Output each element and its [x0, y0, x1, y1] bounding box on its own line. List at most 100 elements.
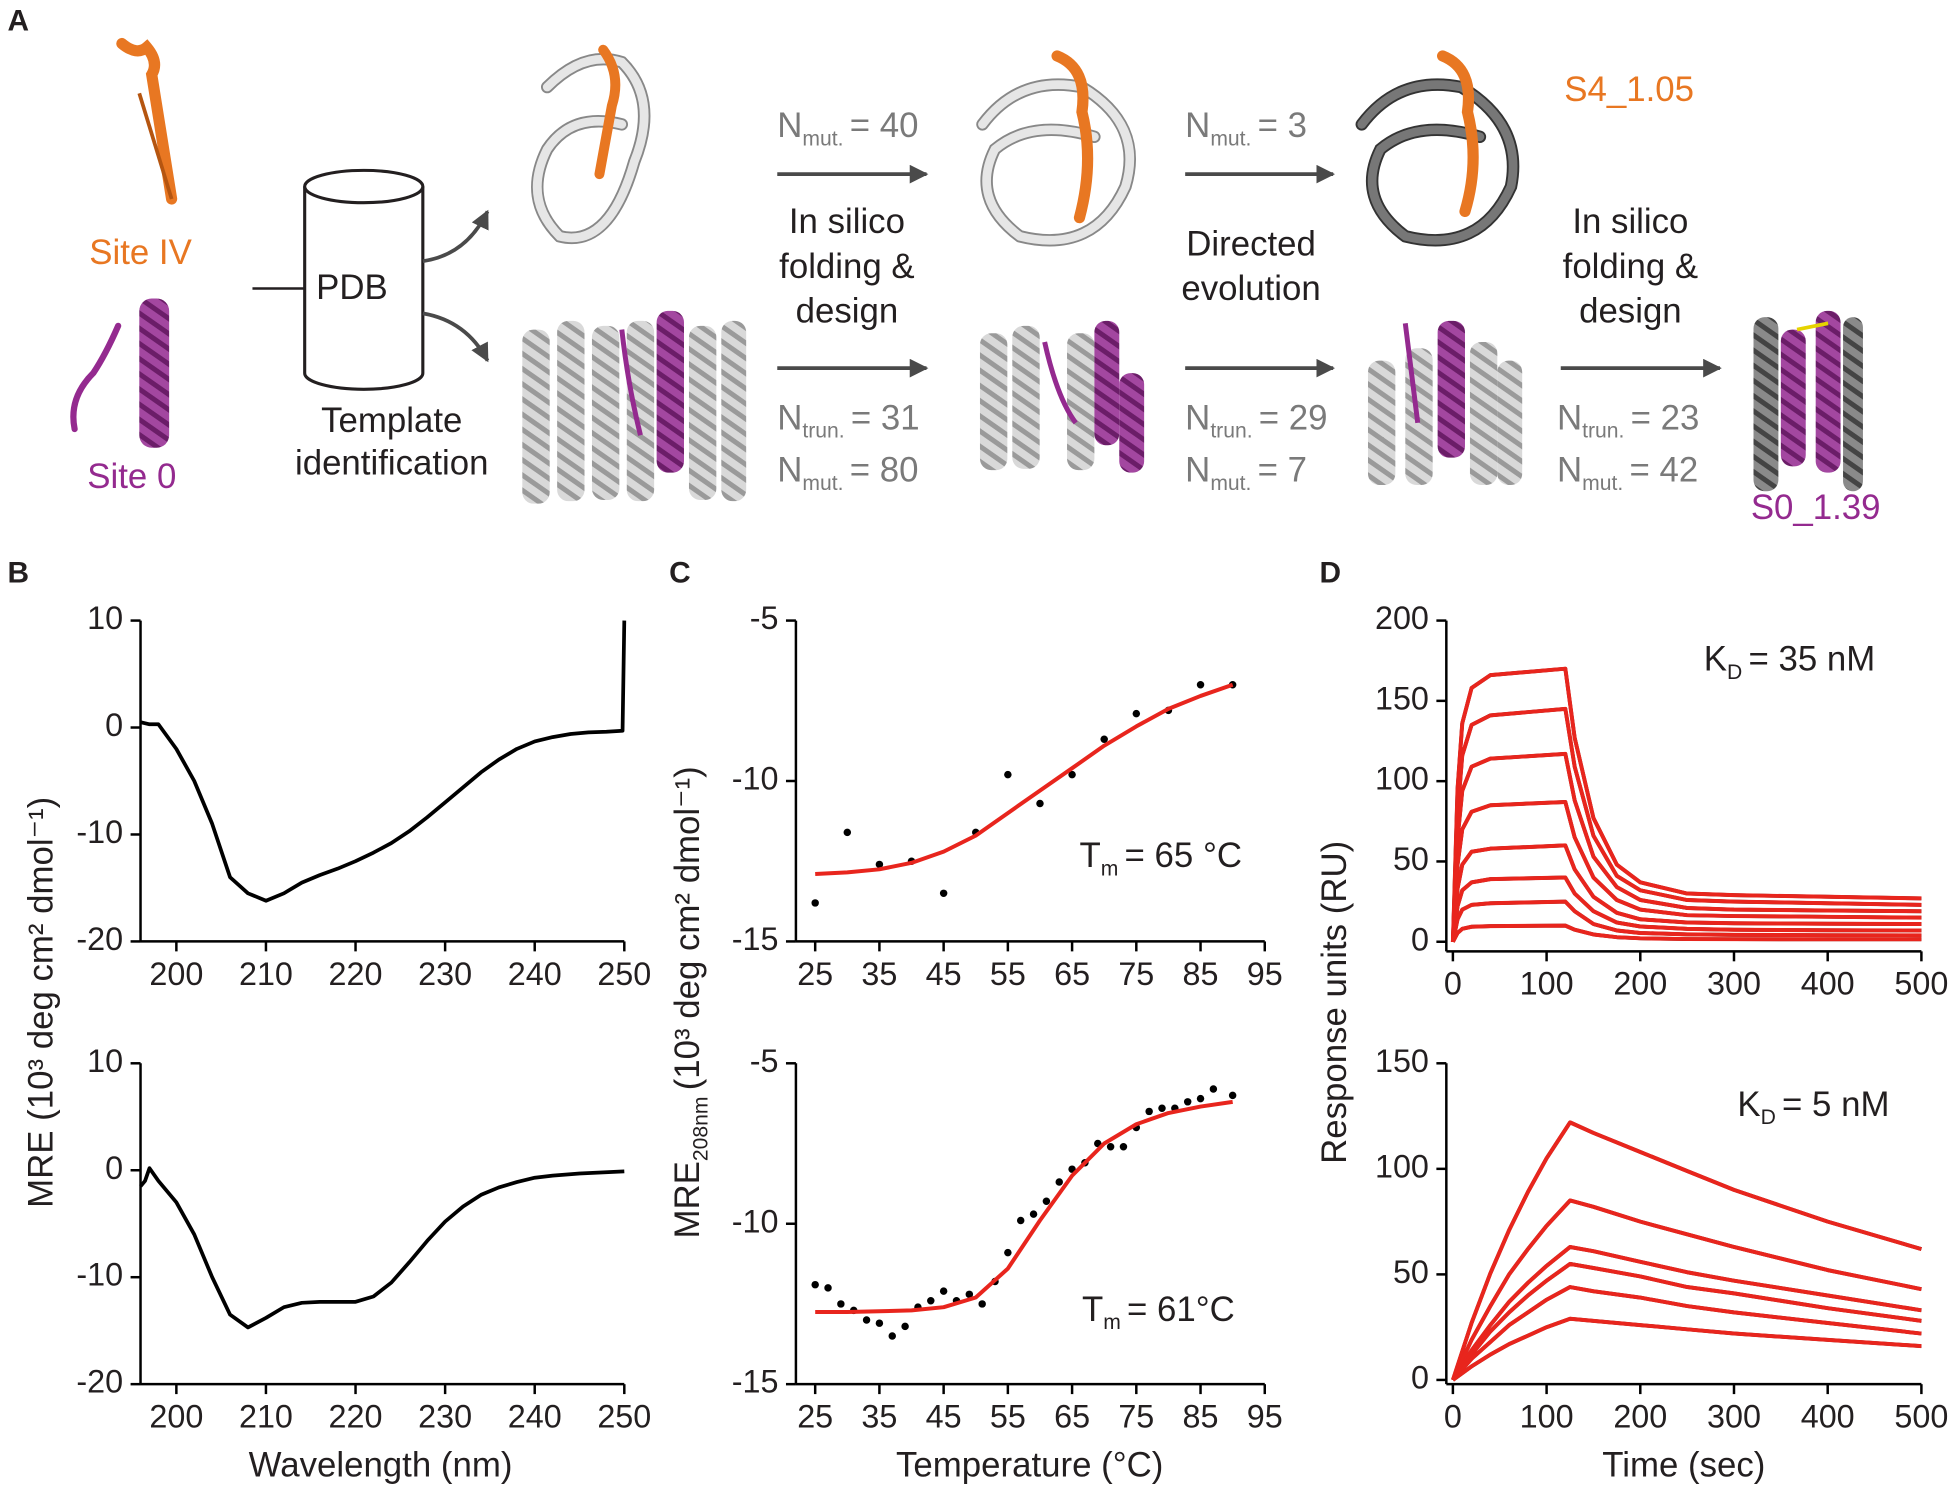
series-line: [1451, 1262, 1922, 1382]
database-label: PDB: [316, 268, 388, 307]
y-axis-label: MRE (10³ deg cm² dmol⁻¹): [22, 797, 61, 1208]
data-point: [1196, 681, 1205, 689]
panel-label: B: [7, 556, 29, 589]
series-line: [139, 1166, 625, 1330]
y-tick-label: -15: [732, 1364, 779, 1400]
label-subscript: m: [1103, 1311, 1121, 1334]
series-line: [1450, 751, 1922, 942]
series-line: [1451, 1244, 1922, 1381]
chart: 200 210 220 230 240 250 -20 -10 0 10 MRE (10³ deg …: [22, 600, 652, 1208]
step-label: design: [1579, 292, 1682, 331]
chart: 200 210 220 230 240 250 -20 -10 0 10 Wavelength (n…: [76, 1043, 651, 1485]
x-tick-label: 300: [1707, 966, 1761, 1002]
label-subscript: mut.: [1210, 471, 1251, 494]
step-label: folding &: [779, 247, 914, 286]
y-tick-label: 0: [1411, 1359, 1429, 1395]
series-line: [1450, 843, 1922, 942]
designed-structure: [976, 50, 1136, 247]
data-point: [1004, 1248, 1012, 1257]
label-rest: = 42: [1629, 451, 1698, 490]
label-base: T: [1079, 836, 1100, 875]
count-label: Nmut. = 80: [777, 451, 918, 495]
x-tick-label: 85: [1183, 956, 1219, 992]
result-label: S0_1.39: [1751, 488, 1881, 527]
series-line: [1450, 666, 1922, 942]
data-point: [939, 1287, 948, 1295]
panel-label: A: [7, 4, 29, 37]
data-point: [875, 860, 884, 869]
count-label: Nmut. = 40: [777, 106, 918, 150]
label-subscript: mut.: [802, 127, 843, 150]
series-line: [1450, 706, 1922, 942]
chart: 25 35 45 55 65 75 85 95 -15 -10 -5 MRE208nm (10³ deg…: [668, 600, 1282, 1238]
label-subscript: D: [1727, 660, 1742, 683]
label-base: N: [777, 106, 802, 145]
step-label: In silico: [1572, 202, 1688, 241]
step-label: design: [796, 292, 899, 331]
x-tick-label: 25: [797, 956, 833, 992]
label-base: N: [1185, 399, 1210, 438]
y-tick-label: -5: [750, 1043, 779, 1079]
data-point: [1132, 709, 1141, 718]
count-label: Nmut. = 3: [1185, 106, 1307, 150]
chart: 25 35 45 55 65 75 85 95 -15 -10 -5 Temperature (°C)…: [732, 1043, 1283, 1485]
mutation-counts: Nmut. = 40 Ntrun. = 31 Nmut. = 80 Nmut. = 3 Ntru…: [777, 106, 1699, 494]
x-axis-label: Wavelength (nm): [249, 1446, 513, 1485]
data-point: [811, 1280, 819, 1289]
data-point: [1042, 1197, 1051, 1206]
x-tick-label: 200: [149, 956, 203, 992]
x-axis-label: Time (sec): [1602, 1446, 1765, 1485]
y-tick-label: 100: [1375, 761, 1429, 797]
x-tick-label: 35: [861, 956, 897, 992]
step-label: Directed: [1186, 224, 1316, 263]
annotation: Tm = 61°C: [1082, 1290, 1235, 1334]
x-tick-label: 200: [149, 1399, 203, 1435]
data-point: [1068, 770, 1076, 779]
data-point: [1036, 799, 1044, 808]
y-tick-label: 100: [1375, 1148, 1429, 1184]
label-base: N: [1185, 451, 1210, 490]
y-tick-label: 0: [105, 1150, 123, 1186]
data-point: [1004, 770, 1012, 779]
label-subscript: D: [1761, 1106, 1776, 1129]
x-tick-label: 100: [1520, 1399, 1574, 1435]
label-rest: = 61°C: [1127, 1290, 1235, 1329]
y-tick-label: 0: [105, 707, 123, 743]
y-tick-label: -10: [732, 761, 779, 797]
x-tick-label: 500: [1894, 1399, 1948, 1435]
y-tick-label: 150: [1375, 680, 1429, 716]
x-tick-label: 65: [1054, 1399, 1090, 1435]
data-point: [888, 1332, 896, 1340]
label-subscript: trun.: [1582, 419, 1624, 442]
site-label: Site IV: [89, 233, 192, 272]
x-tick-label: 230: [418, 956, 472, 992]
label-rest: = 3: [1258, 106, 1307, 145]
x-tick-label: 220: [329, 956, 383, 992]
data-point: [1100, 735, 1108, 744]
data-point: [1158, 1104, 1166, 1112]
data-point: [843, 828, 852, 837]
x-tick-label: 210: [239, 1399, 293, 1435]
series-line: [1451, 1285, 1922, 1382]
step-label: folding &: [1563, 247, 1698, 286]
x-tick-label: 75: [1118, 956, 1154, 992]
label-rest: = 31: [851, 399, 920, 438]
data-point: [1183, 1098, 1192, 1106]
data-point: [1106, 1142, 1115, 1151]
label-rest: = 7: [1258, 451, 1307, 490]
data-point: [837, 1300, 845, 1308]
chart: 0 100 200 300 400 500 0 50 100 150 200 Response uni…: [1315, 600, 1948, 1164]
y-tick-label: -20: [76, 921, 123, 957]
y-tick-label: -10: [76, 1257, 123, 1293]
annotation: KD = 5 nM: [1737, 1085, 1889, 1129]
y-tick-label: 200: [1375, 600, 1429, 636]
y-tick-label: 50: [1393, 841, 1429, 877]
label-subscript: mut.: [1210, 127, 1251, 150]
x-tick-label: 25: [797, 1399, 833, 1435]
series-line: [1451, 1261, 1922, 1382]
count-label: Ntrun. = 23: [1557, 399, 1699, 443]
series-line: [1451, 1198, 1922, 1381]
label-base: N: [1557, 399, 1582, 438]
